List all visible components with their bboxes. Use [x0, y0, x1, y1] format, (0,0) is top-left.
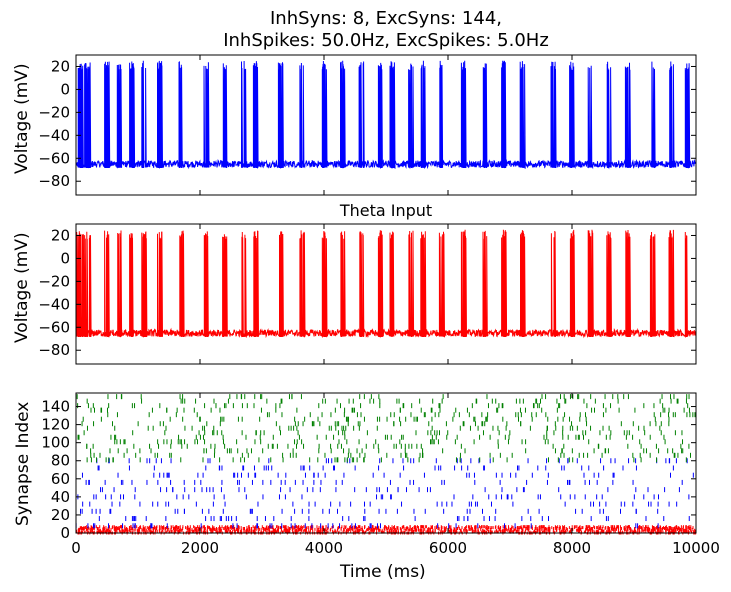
ytick-label: −80 — [38, 341, 70, 359]
voltage-trace — [76, 60, 696, 170]
ytick-label: −60 — [38, 149, 70, 167]
xtick-label: 6000 — [429, 539, 467, 557]
voltage-plot-top: 20 0 −20 −40 −60 −80 — [38, 54, 697, 196]
ytick-label: −20 — [38, 272, 70, 290]
ytick-label: 100 — [41, 434, 70, 452]
xtick-label: 10000 — [672, 539, 720, 557]
figure-title-line2: InhSpikes: 50.0Hz, ExcSpikes: 5.0Hz — [223, 30, 549, 51]
ytick-label: 60 — [51, 470, 70, 488]
ytick-label: 140 — [41, 398, 70, 416]
xtick-label: 2000 — [181, 539, 219, 557]
ytick-label: −60 — [38, 318, 70, 336]
ytick-label: 20 — [51, 57, 70, 75]
ytick-label: 0 — [60, 80, 70, 98]
ytick-label: 80 — [51, 452, 70, 470]
ytick-label: −40 — [38, 295, 70, 313]
voltage-trace — [76, 229, 696, 339]
ytick-label: 120 — [41, 416, 70, 434]
voltage-plot-theta: 20 0 −20 −40 −60 −80 — [38, 223, 697, 365]
ylabel-voltage-top: Voltage (mV) — [12, 63, 32, 174]
ytick-label: 0 — [60, 524, 70, 542]
xtick-label: 0 — [71, 539, 81, 557]
axes-frame — [75, 54, 697, 196]
figure-title-line1: InhSyns: 8, ExcSyns: 144, — [269, 8, 502, 29]
ylabel-voltage-theta: Voltage (mV) — [12, 232, 32, 343]
ytick-label: 20 — [51, 506, 70, 524]
ylabel-synapse-index: Synapse Index — [13, 401, 33, 526]
ytick-label: 20 — [51, 226, 70, 244]
ytick-label: −80 — [38, 172, 70, 190]
xlabel-time: Time (ms) — [340, 562, 426, 582]
ytick-label: −20 — [38, 103, 70, 121]
subplot-title-theta: Theta Input — [339, 201, 433, 220]
xtick-label: 4000 — [305, 539, 343, 557]
ytick-label: −40 — [38, 126, 70, 144]
xtick-label: 8000 — [553, 539, 591, 557]
axes-frame — [75, 223, 697, 365]
axes-frame — [75, 392, 697, 534]
ytick-label: 0 — [60, 249, 70, 267]
ytick-label: 40 — [51, 488, 70, 506]
